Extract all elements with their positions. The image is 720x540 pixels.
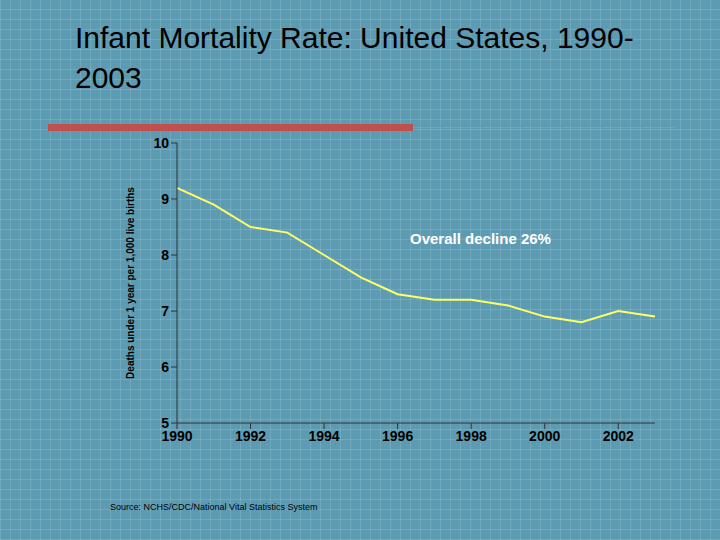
svg-text:10: 10 [153,135,169,151]
html-text:Overall decline 26%: Overall decline 26% [410,230,551,247]
svg-text:6: 6 [161,359,169,375]
svg-text:1990: 1990 [161,427,193,444]
svg-text:1998: 1998 [456,428,487,444]
svg-text:1992: 1992 [235,428,266,444]
html-text:Source: NCHS/CDC/National Vita: Source: NCHS/CDC/National Vital Statisti… [110,502,318,512]
svg-text:7: 7 [161,303,169,319]
svg-text:8: 8 [161,247,169,263]
svg-text:Deaths under 1 year per 1,000: Deaths under 1 year per 1,000 live birth… [125,187,136,379]
html-text:Infant Mortality Rate: United: Infant Mortality Rate: United States, 19… [75,21,634,94]
svg-text:5: 5 [161,415,169,431]
svg-text:2000: 2000 [529,428,560,444]
svg-text:1994: 1994 [308,428,339,444]
svg-text:2002: 2002 [603,428,634,444]
svg-text:9: 9 [161,191,169,207]
svg-text:1996: 1996 [382,428,413,444]
